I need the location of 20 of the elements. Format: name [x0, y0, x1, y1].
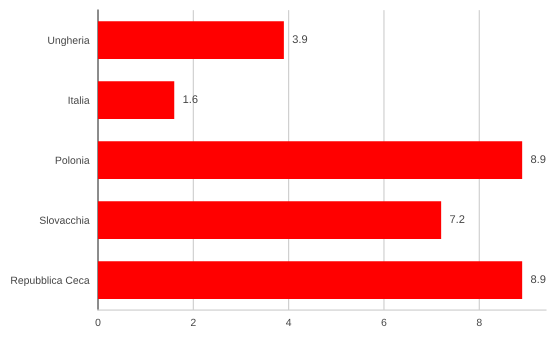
x-tick-label: 8	[476, 318, 482, 326]
data-label: 7.2	[450, 215, 464, 223]
bar	[98, 261, 522, 299]
y-tick-label: Italia	[68, 96, 90, 104]
x-tick-label: 6	[382, 318, 386, 326]
x-tick-label: 0	[96, 318, 100, 326]
y-tick-label: Polonia	[56, 156, 90, 164]
data-label: 1.6	[183, 95, 198, 104]
x-tick-label: 4	[286, 318, 292, 326]
y-tick-label: Repubblica Ceca	[11, 276, 90, 286]
y-tick-label: Ungheria	[48, 36, 90, 46]
bar	[98, 141, 522, 180]
bar	[98, 201, 442, 239]
y-tick-label: Slovacchia	[40, 216, 90, 224]
data-label: 3.9	[292, 35, 308, 44]
x-tick-label: 2	[190, 318, 196, 326]
data-label: 8.9	[530, 155, 546, 164]
bar	[98, 81, 174, 120]
bar	[98, 21, 284, 60]
data-label: 8.9	[530, 275, 546, 284]
